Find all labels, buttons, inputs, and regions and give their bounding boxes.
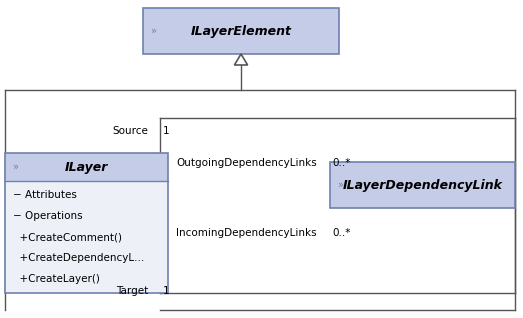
Polygon shape	[234, 54, 247, 65]
Bar	[5, 181, 168, 293]
Text: OutgoingDependencyLinks: OutgoingDependencyLinks	[176, 158, 317, 168]
Bar	[330, 162, 515, 208]
Text: − Operations: − Operations	[13, 211, 83, 221]
Text: Source: Source	[112, 126, 148, 136]
Bar	[5, 153, 168, 181]
Text: Target: Target	[116, 286, 148, 296]
Text: »: »	[337, 180, 343, 190]
Text: ILayerElement: ILayerElement	[190, 24, 291, 38]
Text: 0..*: 0..*	[332, 228, 350, 238]
Text: +CreateDependencyL...: +CreateDependencyL...	[13, 253, 144, 263]
Text: IncomingDependencyLinks: IncomingDependencyLinks	[176, 228, 317, 238]
Text: ILayer: ILayer	[65, 161, 108, 174]
Bar	[330, 162, 515, 208]
Bar	[143, 8, 339, 54]
Bar	[5, 153, 168, 293]
Text: »: »	[12, 162, 18, 172]
Text: − Attributes: − Attributes	[13, 190, 77, 200]
Text: +CreateComment(): +CreateComment()	[13, 232, 122, 242]
Text: 1: 1	[163, 286, 169, 296]
Text: 1: 1	[163, 126, 169, 136]
Text: ILayerDependencyLink: ILayerDependencyLink	[343, 178, 503, 191]
Text: +CreateLayer(): +CreateLayer()	[13, 274, 100, 284]
Text: »: »	[150, 26, 156, 36]
Bar	[143, 8, 339, 54]
Text: 0..*: 0..*	[332, 158, 350, 168]
